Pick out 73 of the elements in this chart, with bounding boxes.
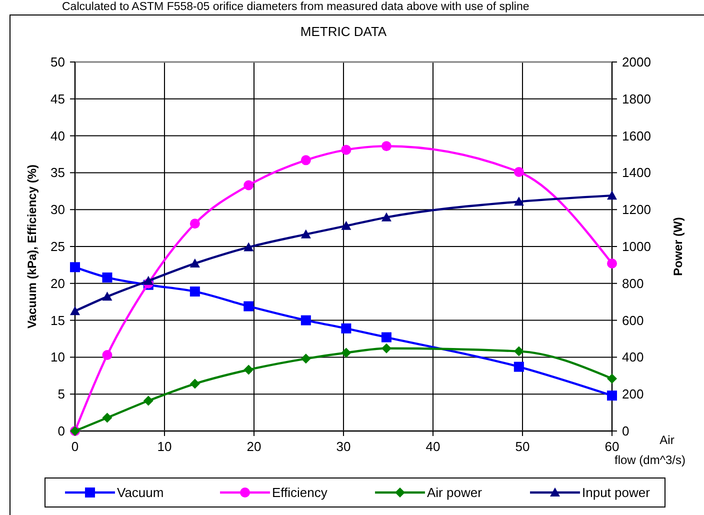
point (190, 258, 200, 268)
y2-tick-label: 400 (622, 350, 644, 365)
point (341, 323, 352, 334)
y-tick-label: 50 (50, 54, 65, 70)
x-tick-label: 20 (246, 439, 262, 454)
point (341, 348, 352, 358)
point (102, 292, 112, 301)
y2-tick-label: 1600 (622, 128, 651, 144)
y-tick-label: 40 (50, 128, 65, 144)
y-tick-label: 25 (50, 239, 65, 254)
point (244, 301, 254, 312)
y2-tick-label: 1200 (622, 202, 651, 218)
x-tick-label: 50 (515, 439, 530, 454)
y2-tick-label: 1800 (622, 91, 651, 106)
point (381, 212, 392, 222)
point (514, 166, 524, 177)
text: Calculated to ASTM F558-05 orifice diameters from measured data above with use of spline (62, 1, 530, 13)
point (300, 229, 311, 238)
point (607, 190, 617, 200)
point (381, 332, 392, 342)
point (607, 390, 617, 401)
y2-tick-label: 1400 (622, 165, 651, 180)
point (341, 220, 352, 230)
point (514, 196, 524, 206)
point (143, 396, 154, 406)
y-tick-label: 0 (58, 424, 65, 438)
y-tick-label: 35 (50, 165, 65, 180)
legend-label: Efficiency (272, 485, 328, 500)
point (341, 144, 352, 155)
y2-tick-label: 1000 (622, 239, 651, 254)
x-tick-label: 40 (426, 439, 440, 454)
x-tick-label: 30 (336, 439, 351, 454)
point (381, 343, 392, 354)
point (190, 378, 200, 389)
y-tick-label: 45 (50, 91, 65, 106)
y-tick-label: 5 (58, 386, 65, 402)
x-tick-label: 60 (604, 439, 620, 454)
legend-label: Input power (582, 485, 651, 500)
point (300, 354, 311, 364)
y2-tick-label: 0 (622, 424, 630, 438)
y-tick-label: 20 (50, 276, 65, 291)
legend-label: Vacuum (117, 485, 164, 500)
y2-tick-label: 800 (622, 276, 644, 291)
point (190, 286, 200, 297)
point (244, 180, 254, 190)
point (102, 412, 112, 423)
point (514, 362, 524, 372)
point (300, 155, 311, 166)
point (70, 262, 80, 272)
point (102, 350, 112, 360)
point (514, 346, 524, 356)
y2-tick-label: 600 (622, 312, 644, 328)
point (143, 276, 154, 285)
point (607, 258, 617, 268)
y2-tick-label: 200 (622, 386, 644, 402)
point (244, 364, 254, 375)
point (190, 218, 200, 229)
point (607, 374, 617, 384)
point (102, 272, 112, 282)
y-axis-title: Vacuum (kPa), Efficiency (%) (25, 164, 39, 329)
y-tick-label: 10 (50, 350, 65, 365)
point (70, 306, 80, 316)
chart-title: METRIC DATA (300, 24, 387, 39)
point (244, 242, 254, 252)
y2-axis-title: Power (W) (671, 217, 685, 276)
y2-tick-label: 2000 (622, 54, 651, 70)
x-tick-label: 0 (71, 439, 79, 454)
legend-label: Air power (427, 485, 483, 500)
y-tick-label: 15 (50, 312, 65, 328)
y-tick-label: 30 (50, 202, 65, 218)
point (381, 141, 392, 152)
point (300, 315, 311, 326)
x-tick-label: 10 (157, 439, 172, 454)
